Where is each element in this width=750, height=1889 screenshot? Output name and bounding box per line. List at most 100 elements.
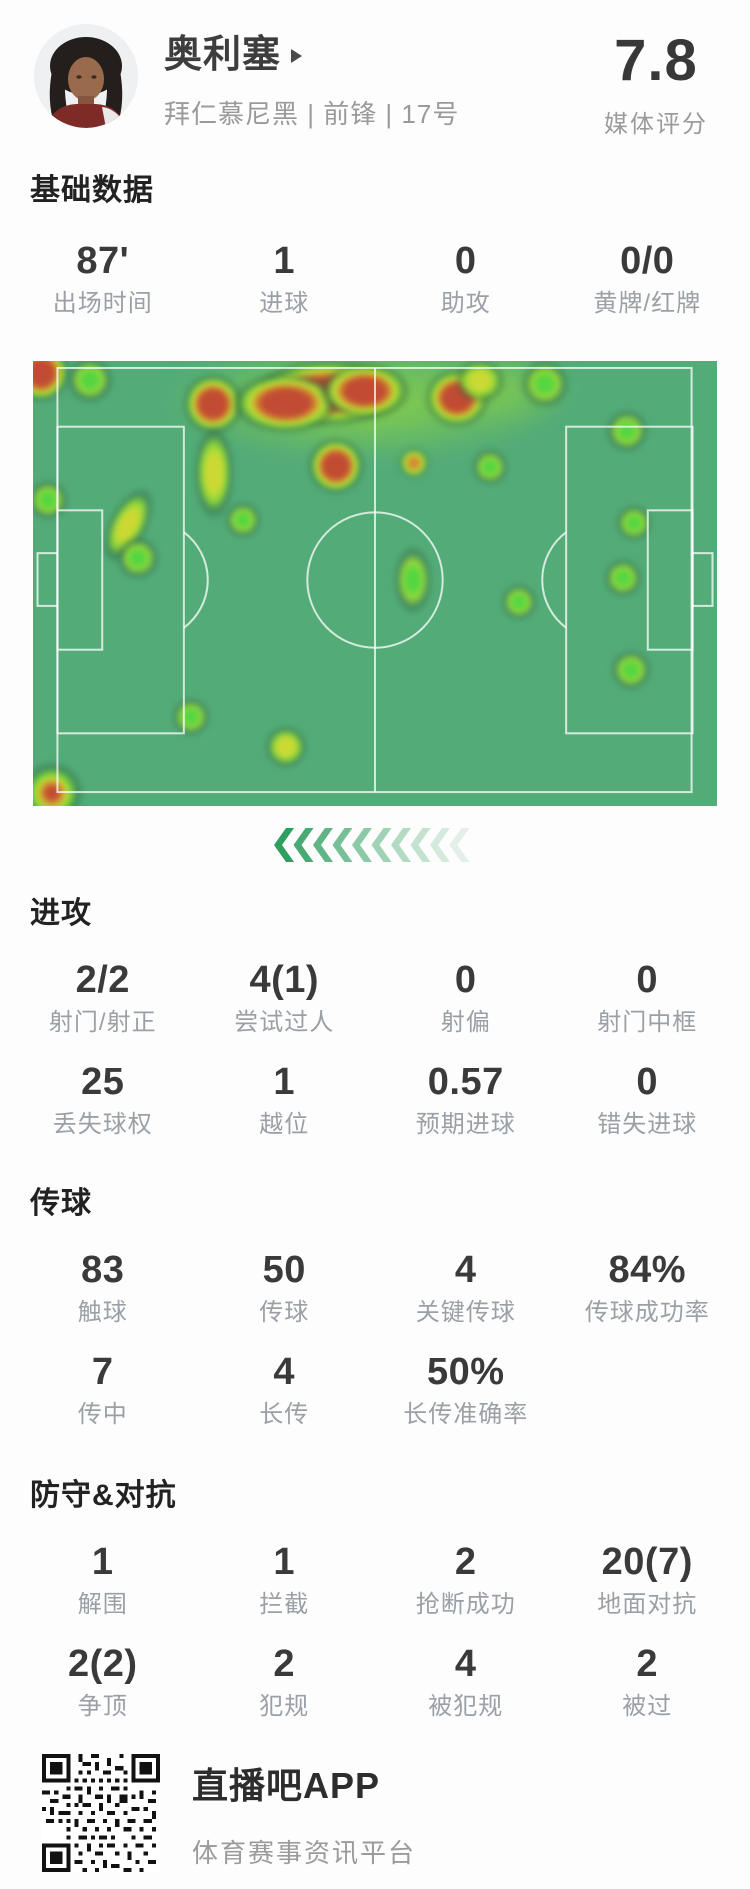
stat-long-ball-accuracy: 50% 长传准确率 xyxy=(375,1350,557,1430)
section-title-defense: 防守&对抗 xyxy=(30,1479,177,1512)
stat-value: 25 xyxy=(81,1061,125,1103)
stat-label: 预期进球 xyxy=(415,1111,516,1138)
stat-crosses: 7 传中 xyxy=(12,1350,194,1430)
stat-ground-duels: 20(7) 地面对抗 xyxy=(557,1540,739,1620)
stat-label: 传球 xyxy=(259,1299,310,1326)
heat-spot xyxy=(264,725,308,769)
stat-value: 1 xyxy=(273,240,296,282)
stat-minutes: 87' 出场时间 xyxy=(12,239,194,319)
detail-arrow-icon xyxy=(291,48,303,63)
stat-label: 抢断成功 xyxy=(415,1591,516,1618)
stat-value: 2(2) xyxy=(67,1643,138,1685)
stat-value: 1 xyxy=(273,1061,296,1103)
stat-label: 争顶 xyxy=(77,1693,128,1720)
stats-row: 2(2) 争顶 2 犯规 4 被犯规 2 被过 xyxy=(0,1642,750,1722)
avatar[interactable] xyxy=(34,24,138,128)
app-info: 直播吧APP 体育赛事资讯平台 xyxy=(192,1757,416,1870)
stat-cards: 0/0 黄牌/红牌 xyxy=(557,239,739,319)
stat-clearances: 1 解围 xyxy=(12,1540,194,1620)
stat-value: 50% xyxy=(426,1351,505,1393)
rating-value: 7.8 xyxy=(614,28,698,93)
rating-label: 媒体评分 xyxy=(604,111,708,138)
heat-spot xyxy=(116,536,160,580)
stat-value: 4 xyxy=(454,1249,477,1291)
stat-value: 20(7) xyxy=(601,1541,693,1583)
stat-aerial-duels: 2(2) 争顶 xyxy=(12,1642,194,1722)
stat-value: 87' xyxy=(76,240,130,282)
stat-interceptions: 1 拦截 xyxy=(194,1540,376,1620)
heat-spot xyxy=(605,409,649,453)
stat-label: 触球 xyxy=(77,1299,128,1326)
stats-row: 87' 出场时间 1 进球 0 助攻 0/0 黄牌/红牌 xyxy=(0,239,750,319)
stat-value: 2 xyxy=(454,1541,477,1583)
stat-label: 射偏 xyxy=(440,1009,491,1036)
stat-label: 关键传球 xyxy=(415,1299,516,1326)
stat-pass-accuracy: 84% 传球成功率 xyxy=(557,1248,739,1328)
stat-fouled: 4 被犯规 xyxy=(375,1642,557,1722)
stat-tackles-won: 2 抢断成功 xyxy=(375,1540,557,1620)
app-name: 直播吧APP xyxy=(192,1764,381,1806)
stat-dribbled-past: 2 被过 xyxy=(557,1642,739,1722)
heat-spot xyxy=(398,447,430,479)
stat-assists: 0 助攻 xyxy=(375,239,557,319)
player-name-link[interactable]: 奥利塞 xyxy=(164,34,459,78)
stat-label: 助攻 xyxy=(440,290,491,317)
player-photo xyxy=(34,24,138,128)
stat-label: 长传准确率 xyxy=(403,1401,529,1428)
stat-label: 越位 xyxy=(259,1111,310,1138)
stat-value: 2/2 xyxy=(75,959,130,1001)
stat-label: 被犯规 xyxy=(428,1693,504,1720)
stat-label: 传中 xyxy=(77,1401,128,1428)
stat-label: 尝试过人 xyxy=(234,1009,335,1036)
stat-goals: 1 进球 xyxy=(194,239,376,319)
stat-key-passes: 4 关键传球 xyxy=(375,1248,557,1328)
stat-chances-missed: 0 错失进球 xyxy=(557,1060,739,1140)
stat-label: 错失进球 xyxy=(597,1111,698,1138)
stat-value: 84% xyxy=(608,1249,687,1291)
stat-label: 被过 xyxy=(622,1693,673,1720)
stat-value: 50 xyxy=(262,1249,306,1291)
section-title-passing: 传球 xyxy=(30,1187,92,1220)
stat-shots-woodwork: 0 射门中框 xyxy=(557,958,739,1038)
stat-offsides: 1 越位 xyxy=(194,1060,376,1140)
stat-value: 0 xyxy=(636,1061,659,1103)
heat-spot xyxy=(393,545,433,615)
stat-value: 0/0 xyxy=(620,240,675,282)
heat-spot xyxy=(307,437,365,495)
stat-value: 1 xyxy=(273,1541,296,1583)
heat-spot xyxy=(500,583,538,621)
heat-spot xyxy=(319,362,411,420)
stat-value: 83 xyxy=(81,1249,125,1291)
stat-value: 4(1) xyxy=(249,959,320,1001)
stat-label: 黄牌/红牌 xyxy=(593,290,702,317)
stats-row: 1 解围 1 拦截 2 抢断成功 20(7) 地面对抗 xyxy=(0,1540,750,1620)
stat-value: 4 xyxy=(454,1643,477,1685)
heat-spot xyxy=(603,558,643,598)
stat-label: 长传 xyxy=(259,1401,310,1428)
player-name: 奥利塞 xyxy=(164,34,282,76)
player-meta: 拜仁慕尼黑 | 前锋 | 17号 xyxy=(164,98,460,129)
player-header: 奥利塞 拜仁慕尼黑 | 前锋 | 17号 7.8 媒体评分 xyxy=(0,0,750,139)
player-info: 奥利塞 拜仁慕尼黑 | 前锋 | 17号 xyxy=(164,24,459,131)
attack-direction-chevrons-icon xyxy=(0,828,750,862)
stat-label: 拦截 xyxy=(259,1591,310,1618)
stat-label: 射门中框 xyxy=(597,1009,698,1036)
stat-label: 进球 xyxy=(259,290,310,317)
stat-fouls: 2 犯规 xyxy=(194,1642,376,1722)
stat-value: 0 xyxy=(636,959,659,1001)
stat-value: 0 xyxy=(454,959,477,1001)
app-footer: 直播吧APP 体育赛事资讯平台 xyxy=(42,1754,750,1872)
stats-row: 2/2 射门/射正 4(1) 尝试过人 0 射偏 0 射门中框 xyxy=(0,958,750,1038)
stat-long-balls: 4 长传 xyxy=(194,1350,376,1430)
stat-value: 4 xyxy=(273,1351,296,1393)
pitch-heatmap xyxy=(33,361,717,806)
heat-spot xyxy=(193,425,235,521)
stat-shots-off: 0 射偏 xyxy=(375,958,557,1038)
stat-value: 2 xyxy=(636,1643,659,1685)
stats-row: 7 传中 4 长传 50% 长传准确率 xyxy=(0,1350,750,1430)
section-title-attack: 进攻 xyxy=(30,897,92,930)
heat-spot xyxy=(33,479,69,521)
heat-spot xyxy=(615,504,653,542)
stat-value: 0 xyxy=(454,240,477,282)
heat-spot xyxy=(171,697,211,737)
